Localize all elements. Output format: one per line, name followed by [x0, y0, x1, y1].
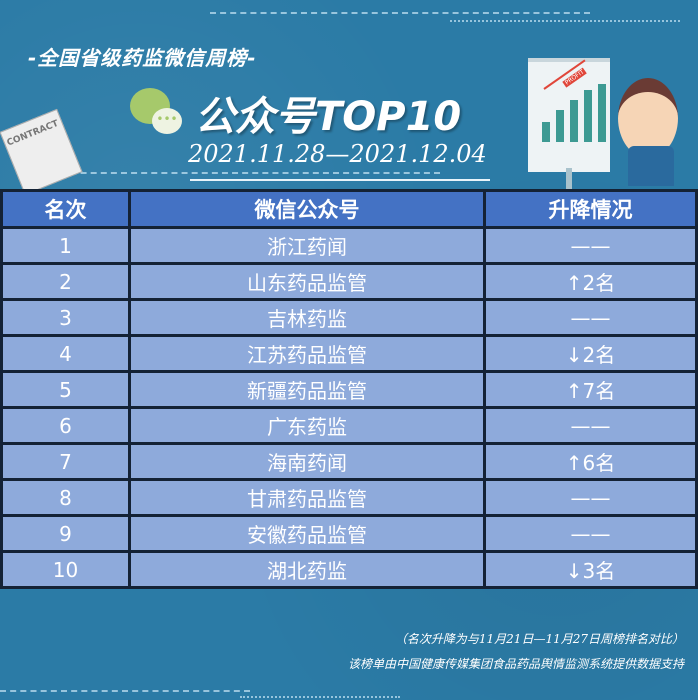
rank-cell: 1 [0, 226, 131, 265]
table-row: 9 安徽药品监管 —— [0, 514, 698, 553]
cartoon-man-illustration [618, 78, 678, 158]
ranking-table: 名次 微信公众号 升降情况 1 浙江药闻 —— 2 山东药品监管 ↑2名 3 吉林药监 —— 4 江… [0, 189, 698, 589]
decor-dots-top [450, 20, 680, 22]
decor-dash-header [20, 172, 440, 174]
change-cell: —— [483, 478, 698, 517]
table-row: 8 甘肃药品监管 —— [0, 478, 698, 517]
table-row: 2 山东药品监管 ↑2名 [0, 262, 698, 301]
account-name-cell: 甘肃药品监管 [128, 478, 486, 517]
account-name-cell: 安徽药品监管 [128, 514, 486, 553]
change-cell: —— [483, 298, 698, 337]
cartoon-man-body [628, 146, 674, 186]
contract-illustration: CONTRACT [0, 108, 83, 196]
table-header-row: 名次 微信公众号 升降情况 [0, 189, 698, 229]
change-cell: ↓2名 [483, 334, 698, 373]
chart-board-illustration: PROFIT [528, 58, 610, 172]
decor-dots-bottom [240, 696, 400, 698]
rank-cell: 9 [0, 514, 131, 553]
date-range: 2021.11.28—2021.12.04 [188, 140, 487, 168]
change-cell: ↑6名 [483, 442, 698, 481]
table-row: 10 湖北药监 ↓3名 [0, 550, 698, 589]
table-row: 6 广东药监 —— [0, 406, 698, 445]
change-cell: ↑2名 [483, 262, 698, 301]
table-row: 3 吉林药监 —— [0, 298, 698, 337]
change-cell: ↑7名 [483, 370, 698, 409]
comparison-note: （名次升降为与11月21日—11月27日周榜排名对比） [394, 632, 684, 646]
change-cell: —— [483, 226, 698, 265]
rank-cell: 8 [0, 478, 131, 517]
rank-cell: 7 [0, 442, 131, 481]
column-header-account: 微信公众号 [128, 189, 486, 229]
title-underline [190, 179, 490, 181]
column-header-change: 升降情况 [483, 189, 698, 229]
board-profit-label: PROFIT [562, 67, 588, 88]
decor-dash-top [210, 12, 590, 14]
account-name-cell: 浙江药闻 [128, 226, 486, 265]
account-name-cell: 湖北药监 [128, 550, 486, 589]
data-source-note: 该榜单由中国健康传媒集团食品药品舆情监测系统提供数据支持 [347, 657, 684, 671]
account-name-cell: 山东药品监管 [128, 262, 486, 301]
rank-cell: 2 [0, 262, 131, 301]
change-cell: —— [483, 406, 698, 445]
account-name-cell: 海南药闻 [128, 442, 486, 481]
account-name-cell: 江苏药品监管 [128, 334, 486, 373]
table-row: 7 海南药闻 ↑6名 [0, 442, 698, 481]
table-row: 1 浙江药闻 —— [0, 226, 698, 265]
rank-cell: 5 [0, 370, 131, 409]
rank-cell: 4 [0, 334, 131, 373]
account-name-cell: 新疆药品监管 [128, 370, 486, 409]
account-name-cell: 吉林药监 [128, 298, 486, 337]
rank-cell: 6 [0, 406, 131, 445]
rank-cell: 3 [0, 298, 131, 337]
chat-bubble-icon: ••• [152, 108, 182, 134]
change-cell: —— [483, 514, 698, 553]
page-title: 公众号TOP10 [195, 94, 462, 140]
rank-cell: 10 [0, 550, 131, 589]
contract-label: CONTRACT [5, 118, 61, 149]
decor-dash-bottom [0, 690, 250, 692]
subtitle: -全国省级药监微信周榜- [28, 46, 257, 70]
column-header-rank: 名次 [0, 189, 131, 229]
change-cell: ↓3名 [483, 550, 698, 589]
table-row: 5 新疆药品监管 ↑7名 [0, 370, 698, 409]
account-name-cell: 广东药监 [128, 406, 486, 445]
table-row: 4 江苏药品监管 ↓2名 [0, 334, 698, 373]
